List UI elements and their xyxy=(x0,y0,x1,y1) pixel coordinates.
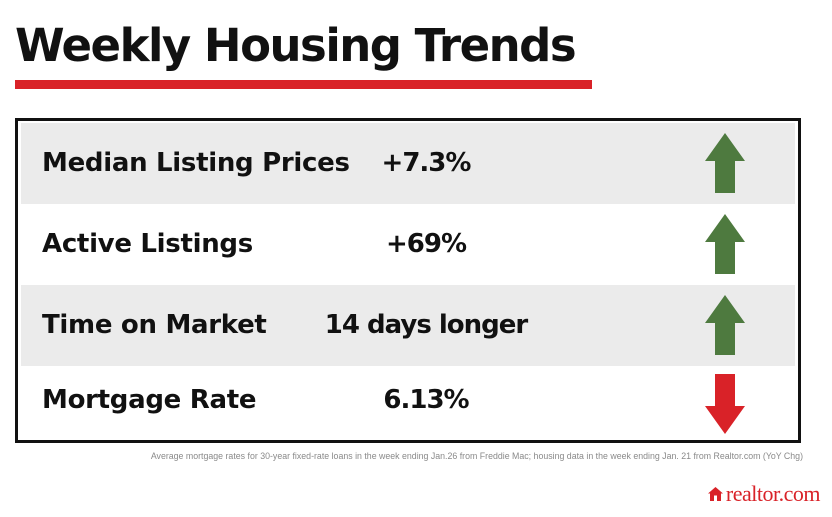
arrow-up-icon xyxy=(705,133,745,193)
metric-label: Mortgage Rate xyxy=(42,385,257,415)
brand-name: realtor.com xyxy=(725,481,821,506)
metric-row-median-listing-prices: Median Listing Prices +7.3% xyxy=(21,123,795,204)
house-icon xyxy=(707,487,723,501)
arrow-up-icon xyxy=(705,295,745,355)
metric-value: 14 days longer xyxy=(324,310,528,340)
metric-value: 6.13% xyxy=(383,385,469,415)
metric-value: +69% xyxy=(385,229,467,259)
metric-label: Active Listings xyxy=(42,229,253,259)
metric-value: +7.3% xyxy=(381,148,472,178)
metric-label: Time on Market xyxy=(42,310,267,340)
title-underline xyxy=(15,80,592,89)
brand-logo: realtor.com xyxy=(707,479,821,509)
metrics-table: Median Listing Prices +7.3% Active Listi… xyxy=(15,118,801,443)
arrow-up-icon xyxy=(705,214,745,274)
page-title: Weekly Housing Trends xyxy=(15,19,577,72)
metric-row-mortgage-rate: Mortgage Rate 6.13% xyxy=(21,360,795,441)
metric-row-active-listings: Active Listings +69% xyxy=(21,204,795,285)
source-footnote: Average mortgage rates for 30-year fixed… xyxy=(150,451,803,461)
metric-label: Median Listing Prices xyxy=(42,148,350,178)
metric-row-time-on-market: Time on Market 14 days longer xyxy=(21,285,795,366)
arrow-down-icon xyxy=(705,374,745,434)
